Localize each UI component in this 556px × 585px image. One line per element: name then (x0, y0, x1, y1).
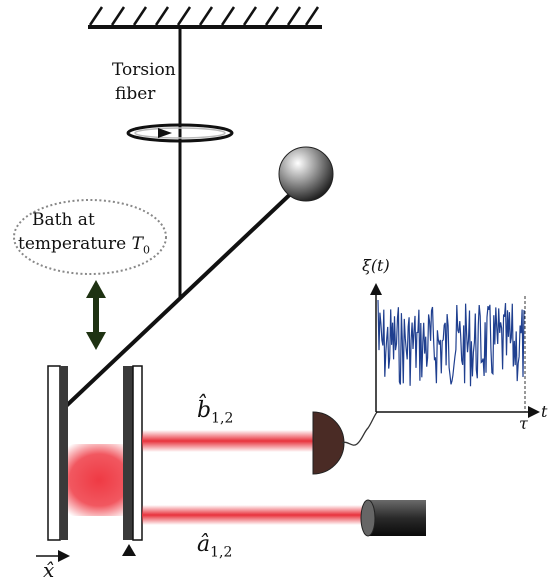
bath-label-line2: temperature T0 (18, 234, 150, 256)
b-operator: b̂ (197, 398, 212, 423)
t-axis-label: t (541, 402, 548, 421)
left-mirror (47, 365, 68, 541)
photodetector-icon (312, 411, 345, 475)
bath-ellipse (13, 199, 167, 275)
beam-a (142, 505, 368, 525)
torsion-label-line2: fiber (115, 84, 156, 104)
ball-icon (278, 146, 334, 202)
beam-b (142, 430, 320, 452)
coupling-double-arrow (86, 280, 106, 350)
bath-label-word: temperature (18, 234, 127, 254)
tau-axis-label: τ (519, 414, 528, 433)
bath-temperature-subscript: 0 (142, 243, 150, 257)
x-operator-label: x̂ (43, 558, 55, 582)
a-subscript: 1,2 (210, 544, 233, 561)
xi-axis-label: ξ(t) (362, 256, 390, 275)
bath-temperature-symbol: T (131, 234, 143, 254)
ceiling (88, 6, 322, 29)
rotation-arrow-icon (126, 123, 234, 143)
right-mirror (123, 365, 143, 541)
a-operator-label: â1,2 (197, 532, 232, 560)
detector-cable (341, 411, 378, 446)
pendulum-rod (62, 183, 302, 410)
torsion-label-line1: Torsion (112, 60, 176, 80)
pivot-icon (122, 544, 136, 556)
b-operator-label: b̂1,2 (197, 398, 233, 426)
noise-trace (377, 299, 525, 387)
bath-label-line1: Bath at (32, 210, 95, 230)
laser-icon (360, 499, 426, 537)
b-subscript: 1,2 (211, 410, 234, 427)
noise-plot (370, 283, 540, 418)
a-operator: â (197, 532, 211, 557)
